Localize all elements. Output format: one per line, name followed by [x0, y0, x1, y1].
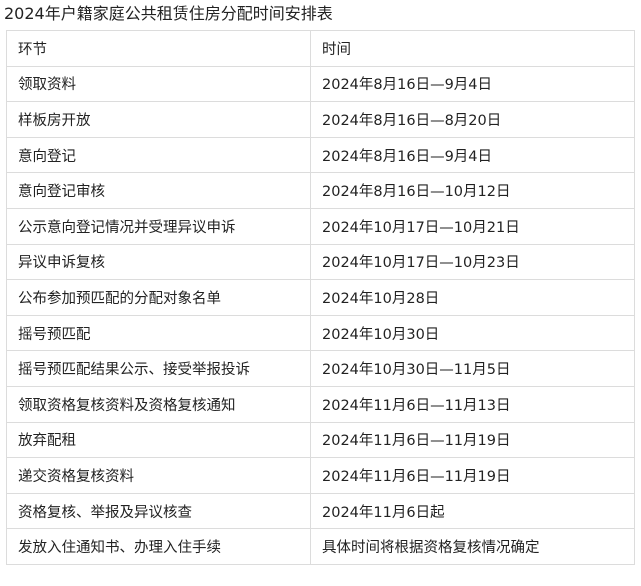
table-row: 领取资料 2024年8月16日—9月4日	[6, 65, 635, 103]
table-row: 发放入住通知书、办理入住手续 具体时间将根据资格复核情况确定	[6, 528, 635, 565]
table-row: 意向登记审核 2024年8月16日—10月12日	[6, 172, 635, 209]
stage-cell: 公示意向登记情况并受理异议申诉	[6, 207, 311, 245]
table-row: 摇号预匹配 2024年10月30日	[6, 314, 635, 352]
time-cell: 2024年10月30日	[310, 314, 635, 352]
time-cell: 2024年10月30日—11月5日	[310, 350, 635, 387]
time-cell: 2024年10月28日	[310, 279, 635, 316]
stage-cell: 资格复核、举报及异议核查	[6, 492, 311, 530]
table-header-row: 环节 时间	[6, 30, 635, 67]
stage-cell: 意向登记	[6, 136, 311, 174]
time-cell: 2024年10月17日—10月23日	[310, 243, 635, 281]
time-cell: 2024年11月6日—11月13日	[310, 385, 635, 423]
time-cell: 2024年11月6日—11月19日	[310, 457, 635, 494]
table-row: 递交资格复核资料 2024年11月6日—11月19日	[6, 457, 635, 494]
header-time: 时间	[310, 30, 635, 67]
stage-cell: 摇号预匹配结果公示、接受举报投诉	[6, 350, 311, 387]
time-cell: 2024年8月16日—9月4日	[310, 136, 635, 174]
stage-cell: 领取资料	[6, 65, 311, 103]
time-cell: 具体时间将根据资格复核情况确定	[310, 528, 635, 565]
table-row: 放弃配租 2024年11月6日—11月19日	[6, 421, 635, 459]
stage-cell: 意向登记审核	[6, 172, 311, 209]
header-stage: 环节	[6, 30, 311, 67]
time-cell: 2024年8月16日—8月20日	[310, 101, 635, 138]
stage-cell: 递交资格复核资料	[6, 457, 311, 494]
stage-cell: 摇号预匹配	[6, 314, 311, 352]
time-cell: 2024年11月6日起	[310, 492, 635, 530]
table-row: 资格复核、举报及异议核查 2024年11月6日起	[6, 492, 635, 530]
time-cell: 2024年8月16日—10月12日	[310, 172, 635, 209]
time-cell: 2024年10月17日—10月21日	[310, 207, 635, 245]
time-cell: 2024年8月16日—9月4日	[310, 65, 635, 103]
table-row: 意向登记 2024年8月16日—9月4日	[6, 136, 635, 174]
table-row: 摇号预匹配结果公示、接受举报投诉 2024年10月30日—11月5日	[6, 350, 635, 387]
page-title: 2024年户籍家庭公共租赁住房分配时间安排表	[4, 4, 333, 23]
table-row: 公示意向登记情况并受理异议申诉 2024年10月17日—10月21日	[6, 207, 635, 245]
time-cell: 2024年11月6日—11月19日	[310, 421, 635, 459]
stage-cell: 样板房开放	[6, 101, 311, 138]
stage-cell: 发放入住通知书、办理入住手续	[6, 528, 311, 565]
stage-cell: 公布参加预匹配的分配对象名单	[6, 279, 311, 316]
stage-cell: 领取资格复核资料及资格复核通知	[6, 385, 311, 423]
table-row: 样板房开放 2024年8月16日—8月20日	[6, 101, 635, 138]
stage-cell: 异议申诉复核	[6, 243, 311, 281]
schedule-table: 环节 时间 领取资料 2024年8月16日—9月4日 样板房开放 2024年8月16日…	[6, 30, 635, 565]
stage-cell: 放弃配租	[6, 421, 311, 459]
table-row: 异议申诉复核 2024年10月17日—10月23日	[6, 243, 635, 281]
table-row: 领取资格复核资料及资格复核通知 2024年11月6日—11月13日	[6, 385, 635, 423]
table-row: 公布参加预匹配的分配对象名单 2024年10月28日	[6, 279, 635, 316]
